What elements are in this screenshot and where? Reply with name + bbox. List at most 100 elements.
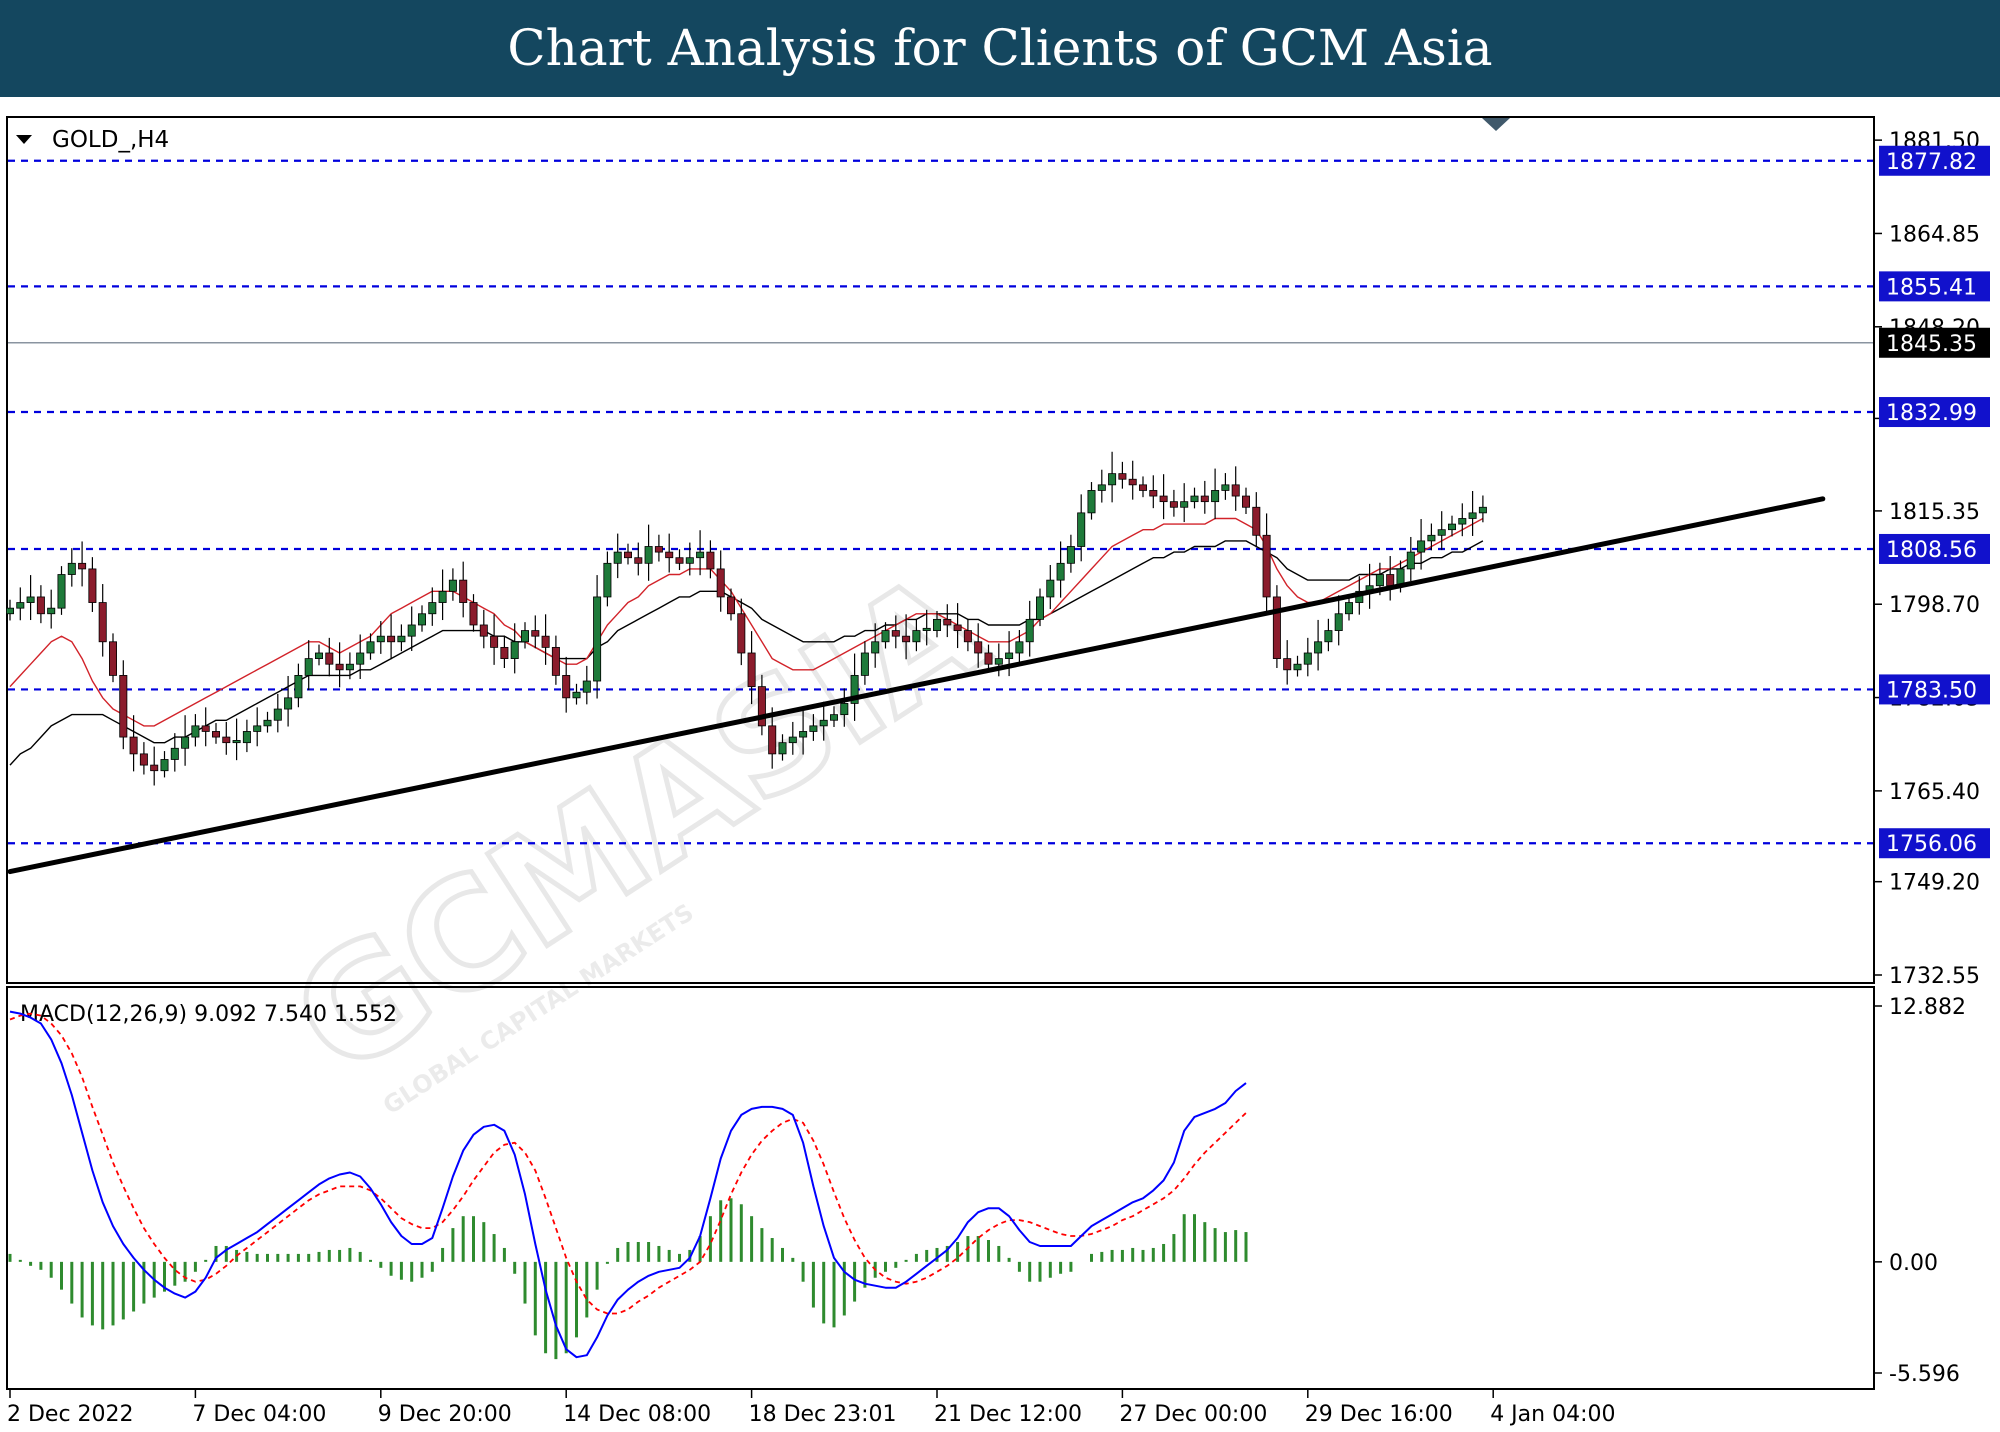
candle-bull — [181, 736, 190, 749]
candle-bear — [953, 624, 962, 631]
candle-bull — [510, 641, 519, 659]
candle-bull — [397, 635, 406, 643]
candle-bear — [150, 764, 159, 772]
candle-bear — [624, 551, 633, 559]
candle-bear — [109, 641, 118, 676]
level-label: 1756.06 — [1886, 832, 1977, 857]
candle-bull — [1211, 490, 1220, 503]
candle-bull — [881, 630, 890, 643]
candle-bear — [727, 596, 736, 615]
macd-signal-line — [9, 1012, 1247, 1315]
trend-line — [7, 496, 1826, 875]
candle-bull — [1375, 574, 1384, 587]
candle-bull — [1005, 652, 1014, 659]
candle-bull — [799, 731, 808, 738]
macd-tick-label: 0.00 — [1889, 1251, 1938, 1276]
candle-bear — [716, 568, 725, 598]
candle-bear — [119, 675, 128, 738]
time-tick-label: 14 Dec 08:00 — [563, 1402, 711, 1427]
candle-bull — [1468, 512, 1477, 519]
candle-bear — [634, 557, 643, 564]
candle-bear — [1118, 473, 1127, 480]
candle-bull — [6, 607, 14, 615]
candle-bull — [57, 574, 66, 609]
moving-averages — [9, 517, 1484, 766]
level-label-box — [1879, 271, 1990, 302]
ascending-trend-line[interactable] — [7, 496, 1826, 875]
time-tick-label: 21 Dec 12:00 — [934, 1402, 1082, 1427]
header-banner: Chart Analysis for Clients of GCM Asia — [0, 0, 2000, 97]
candle-bear — [891, 630, 900, 637]
candle-bull — [582, 680, 591, 693]
candle-bull — [242, 731, 251, 744]
candle-bull — [1478, 506, 1487, 514]
candle-bear — [706, 551, 715, 570]
candle-bear — [1283, 658, 1292, 671]
candle-bull — [160, 759, 169, 772]
time-axis: 2 Dec 2022 7 Dec 04:00 9 Dec 20:00 14 Dec 0… — [7, 1389, 1615, 1427]
support-resistance-levels: 1877.82 1855.41 1832.99 1808.56 1783.50 1756.… — [8, 145, 1990, 859]
time-tick-label: 29 Dec 16:00 — [1305, 1402, 1453, 1427]
candle-bear — [36, 596, 45, 615]
candle-bull — [356, 652, 365, 665]
dropdown-triangle-icon[interactable] — [16, 135, 32, 144]
chart-shift-marker-icon[interactable] — [1482, 118, 1510, 131]
level-label: 1855.41 — [1886, 275, 1977, 300]
candle-bear — [984, 652, 993, 665]
candle-bull — [67, 562, 76, 575]
candle-bull — [1314, 641, 1323, 654]
time-tick-label: 9 Dec 20:00 — [378, 1402, 512, 1427]
level-label-box — [1879, 397, 1990, 428]
candle-bull — [1077, 512, 1086, 547]
candle-bear — [757, 686, 766, 727]
candle-bear — [963, 630, 972, 643]
candle-bear — [387, 635, 396, 643]
candle-bull — [788, 736, 797, 744]
macd-tick-label: 12.882 — [1889, 995, 1966, 1020]
price-tick-label: 1765.40 — [1889, 780, 1980, 805]
candle-bull — [1097, 484, 1106, 491]
candle-bear — [902, 635, 911, 643]
symbol-selector[interactable]: GOLD_,H4 — [16, 127, 169, 153]
candle-bull — [345, 663, 354, 671]
time-tick-label: 27 Dec 00:00 — [1119, 1402, 1267, 1427]
candle-bull — [912, 630, 921, 643]
candle-bear — [768, 725, 777, 755]
candle-bear — [665, 551, 674, 559]
candle-bull — [1046, 579, 1055, 598]
candle-bull — [696, 551, 705, 559]
candle-bear — [139, 753, 148, 766]
candle-bull — [922, 627, 931, 631]
candle-bear — [222, 736, 231, 744]
candle-bull — [521, 630, 530, 643]
time-tick-label: 4 Jan 04:00 — [1490, 1402, 1615, 1427]
candle-bull — [1087, 490, 1096, 514]
ma-fast-line — [9, 517, 1484, 727]
candle-bull — [1066, 546, 1075, 564]
chart-svg: GCMASIA GLOBAL CAPITAL MARKETS GOLD_,H4 … — [6, 116, 1990, 1427]
level-label-box — [1879, 145, 1990, 176]
level-label: 1783.50 — [1886, 678, 1977, 703]
candle-bull — [1417, 540, 1426, 553]
candle-bull — [191, 725, 200, 738]
candle-bull — [1190, 495, 1199, 503]
price-tick-label: 1815.35 — [1889, 500, 1980, 525]
candle-bull — [1324, 630, 1333, 643]
candle-bull — [840, 703, 849, 716]
candle-bear — [551, 646, 560, 676]
candle-bull — [232, 740, 241, 744]
candle-bull — [1056, 562, 1065, 581]
watermark: GCMASIA GLOBAL CAPITAL MARKETS — [262, 538, 1015, 1120]
candle-bull — [1334, 613, 1343, 631]
price-tick-label: 1798.70 — [1889, 593, 1980, 618]
candle-bear — [1149, 490, 1158, 497]
candle-bull — [1015, 641, 1024, 654]
level-label-box — [1879, 828, 1990, 859]
candle-bull — [871, 641, 880, 654]
price-tick-label: 1732.55 — [1889, 964, 1980, 989]
candle-bear — [747, 652, 756, 688]
candle-bear — [335, 663, 344, 671]
candle-bull — [273, 708, 282, 721]
candle-bull — [1303, 652, 1312, 665]
candle-bear — [78, 562, 87, 570]
